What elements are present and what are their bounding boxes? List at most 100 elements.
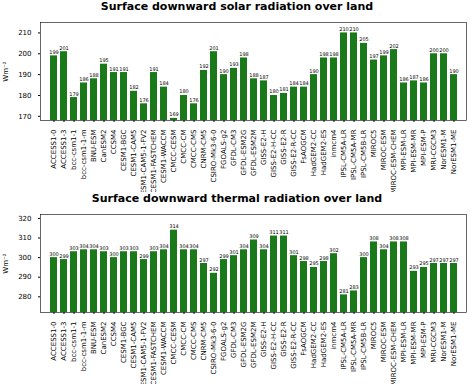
svg-text:MIROC-ESM: MIROC-ESM [380, 322, 388, 363]
svg-text:FGOALS-g2: FGOALS-g2 [220, 130, 228, 169]
svg-text:CanESM2: CanESM2 [100, 322, 108, 355]
svg-text:300: 300 [49, 251, 59, 257]
svg-text:CMCC-CM: CMCC-CM [180, 322, 188, 356]
svg-text:IPSL-CM5B-LR: IPSL-CM5B-LR [360, 321, 368, 370]
svg-text:HadGEM2-CC: HadGEM2-CC [310, 129, 318, 176]
svg-text:308: 308 [399, 235, 409, 241]
svg-text:303: 303 [149, 245, 159, 251]
svg-text:GISS-E2-R-CC: GISS-E2-R-CC [290, 129, 298, 176]
svg-text:311: 311 [279, 229, 289, 235]
svg-text:202: 202 [389, 43, 399, 49]
svg-text:bcc-csm1-1: bcc-csm1-1 [70, 130, 78, 170]
svg-text:MPI-ESM-MR: MPI-ESM-MR [410, 129, 418, 172]
svg-text:GFDL-ESM2M: GFDL-ESM2M [250, 130, 258, 177]
svg-text:190: 190 [309, 68, 319, 74]
svg-text:MPI-ESM-MR: MPI-ESM-MR [410, 321, 418, 364]
svg-text:CSIRO-Mk3-6-0: CSIRO-Mk3-6-0 [210, 130, 218, 183]
svg-text:281: 281 [339, 288, 349, 294]
svg-text:HadGEM2-CC: HadGEM2-CC [310, 321, 318, 368]
svg-text:186: 186 [399, 76, 409, 82]
svg-text:CCSM4: CCSM4 [110, 129, 118, 154]
svg-text:199: 199 [49, 49, 59, 55]
svg-text:GFDL-CM3: GFDL-CM3 [230, 322, 238, 359]
svg-text:184: 184 [299, 80, 309, 86]
svg-text:CESM1-WACCM: CESM1-WACCM [160, 130, 168, 184]
svg-text:CSIRO-Mk3-6-0: CSIRO-Mk3-6-0 [210, 322, 218, 375]
svg-text:308: 308 [389, 235, 399, 241]
svg-text:CESM1-CAM5-1-FV2: CESM1-CAM5-1-FV2 [140, 322, 148, 385]
svg-text:CESM1-WACCM: CESM1-WACCM [160, 322, 168, 376]
svg-text:MIROC-ESM-CHEM: MIROC-ESM-CHEM [390, 322, 398, 385]
svg-text:ACCESS1-0: ACCESS1-0 [50, 322, 58, 361]
svg-text:GFDL-ESM2G: GFDL-ESM2G [240, 322, 248, 368]
svg-text:304: 304 [189, 243, 199, 249]
svg-text:299: 299 [219, 253, 229, 259]
svg-text:NorESM1-M: NorESM1-M [440, 322, 448, 362]
svg-text:ACCESS1-3: ACCESS1-3 [60, 322, 68, 361]
svg-text:CNRM-CM5: CNRM-CM5 [200, 322, 208, 361]
svg-text:186: 186 [419, 76, 429, 82]
svg-text:MRI-CGCM3: MRI-CGCM3 [430, 130, 438, 171]
svg-text:170: 170 [18, 113, 31, 121]
svg-text:HadGEM2-ES: HadGEM2-ES [320, 321, 328, 367]
svg-text:CESM1-CAM5-1-FV2: CESM1-CAM5-1-FV2 [140, 130, 148, 193]
svg-text:298: 298 [319, 255, 329, 261]
svg-text:299: 299 [59, 253, 69, 259]
svg-text:283: 283 [349, 284, 359, 290]
svg-text:CESM1-FASTCHEM: CESM1-FASTCHEM [150, 322, 158, 385]
svg-text:193: 193 [229, 61, 239, 67]
svg-text:297: 297 [449, 257, 459, 263]
svg-text:300: 300 [18, 254, 31, 262]
svg-text:MPI-ESM-P: MPI-ESM-P [420, 322, 428, 359]
svg-text:IPSL-CM5A-MR: IPSL-CM5A-MR [350, 321, 358, 372]
svg-text:187: 187 [409, 74, 419, 80]
svg-text:184: 184 [289, 80, 299, 86]
svg-text:184: 184 [159, 80, 169, 86]
svg-text:310: 310 [18, 234, 31, 242]
svg-text:GISS-E2-R-CC: GISS-E2-R-CC [290, 321, 298, 368]
svg-text:MPI-ESM-P: MPI-ESM-P [420, 130, 428, 167]
svg-text:ACCESS1-3: ACCESS1-3 [60, 130, 68, 169]
svg-text:CESM1-BGC: CESM1-BGC [120, 129, 128, 171]
svg-text:GISS-E2-H: GISS-E2-H [260, 322, 268, 358]
svg-text:CMCC-CESM: CMCC-CESM [170, 322, 178, 365]
svg-text:CNRM-CM5: CNRM-CM5 [200, 130, 208, 169]
svg-text:NorESM1-ME: NorESM1-ME [450, 322, 458, 367]
svg-text:MPI-ESM-LR: MPI-ESM-LR [400, 321, 408, 362]
svg-text:297: 297 [439, 257, 449, 263]
svg-text:190: 190 [219, 68, 229, 74]
svg-text:187: 187 [259, 74, 269, 80]
svg-text:302: 302 [329, 247, 339, 253]
svg-text:MIROC-ESM-CHEM: MIROC-ESM-CHEM [390, 130, 398, 193]
svg-text:297: 297 [429, 257, 439, 263]
svg-text:210: 210 [18, 29, 31, 37]
svg-text:CESM1-CAM5: CESM1-CAM5 [130, 322, 138, 369]
svg-text:Wm⁻²: Wm⁻² [2, 61, 10, 81]
svg-text:CESM1-FASTCHEM: CESM1-FASTCHEM [150, 130, 158, 193]
svg-text:188: 188 [249, 72, 259, 78]
svg-text:Wm⁻²: Wm⁻² [2, 253, 10, 273]
svg-text:bcc-csm1-1-m: bcc-csm1-1-m [80, 129, 88, 179]
svg-text:FsAOGCM: FsAOGCM [300, 130, 308, 164]
svg-text:180: 180 [179, 88, 189, 94]
svg-text:198: 198 [319, 51, 329, 57]
svg-text:IPSL-CM5A-MR: IPSL-CM5A-MR [350, 129, 358, 180]
svg-text:200: 200 [18, 50, 31, 58]
svg-text:CESM1-CAM5: CESM1-CAM5 [130, 130, 138, 177]
svg-text:309: 309 [249, 233, 259, 239]
svg-text:inmcm4: inmcm4 [330, 129, 338, 158]
svg-text:bcc-csm1-1-m: bcc-csm1-1-m [80, 321, 88, 371]
svg-text:210: 210 [349, 26, 359, 32]
svg-text:HadGEM2-ES: HadGEM2-ES [320, 129, 328, 175]
svg-text:180: 180 [18, 92, 31, 100]
svg-text:308: 308 [369, 235, 379, 241]
svg-text:inmcm4: inmcm4 [330, 321, 338, 350]
svg-text:IPSL-CM5B-LR: IPSL-CM5B-LR [360, 129, 368, 178]
svg-text:280: 280 [18, 293, 31, 301]
svg-text:GISS-E2-H-CC: GISS-E2-H-CC [270, 321, 278, 369]
svg-text:304: 304 [79, 243, 89, 249]
svg-text:176: 176 [189, 97, 199, 103]
svg-text:198: 198 [239, 51, 249, 57]
svg-text:182: 182 [129, 84, 139, 90]
svg-text:GISS-E2-R: GISS-E2-R [280, 129, 288, 164]
